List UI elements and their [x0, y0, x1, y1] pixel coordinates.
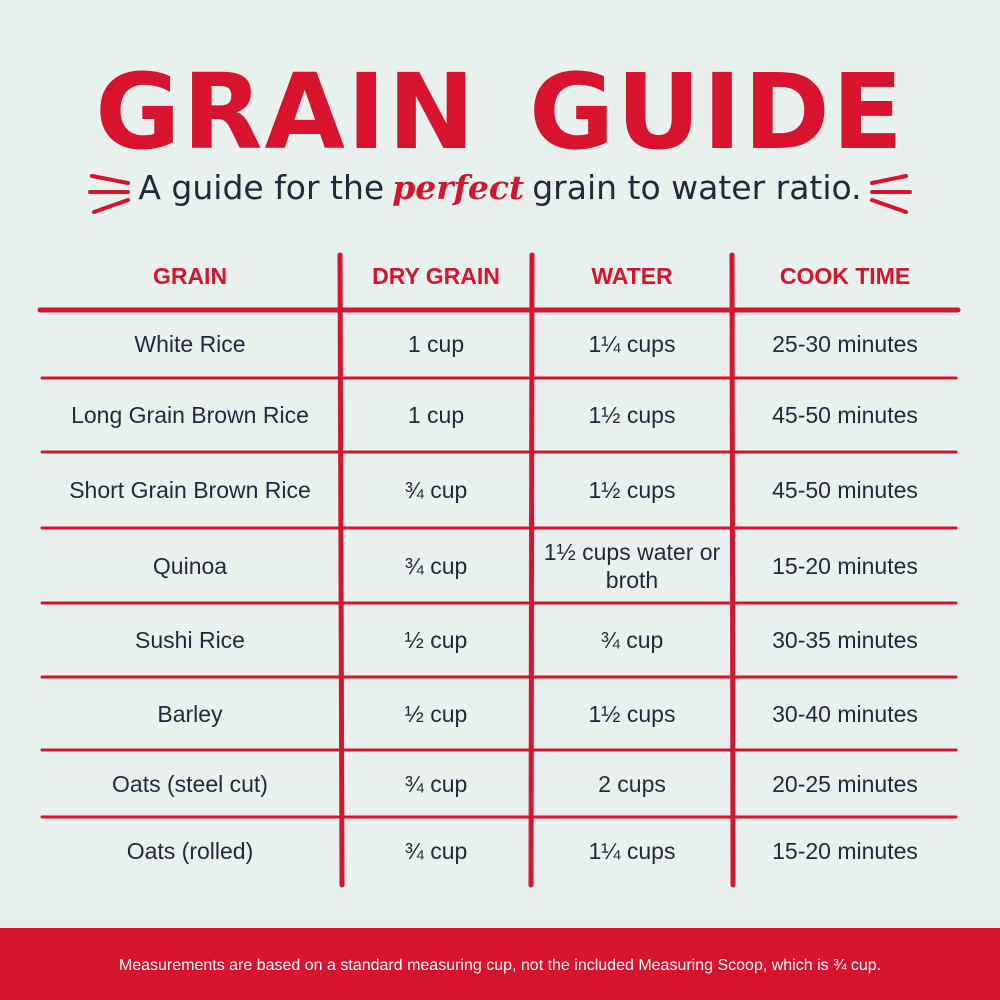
table-cell: Short Grain Brown Rice [69, 477, 311, 503]
table-cell: 30-35 minutes [772, 627, 918, 653]
table-cell: ¾ cup [404, 477, 468, 503]
table-cell: 1¼ cups [588, 331, 676, 357]
table-cell: Sushi Rice [135, 627, 245, 653]
table-cell: ¾ cup [600, 627, 664, 653]
table-cell: 1½ cups [588, 700, 676, 727]
column-header: COOK TIME [779, 263, 911, 289]
table-cell: ¾ cup [404, 552, 468, 579]
table-cell: 1½ cups [588, 402, 676, 428]
table-cell: 1½ cups [588, 477, 676, 503]
table-cell: Oats (rolled) [126, 838, 254, 864]
table-cell: 1½ cups water or broth [543, 538, 721, 593]
table-cell: ¾ cup [404, 838, 468, 864]
subtitle: A guide for the perfect grain to water rat… [0, 166, 1000, 210]
column-header: DRY GRAIN [372, 263, 500, 289]
table-cell: ¾ cup [404, 770, 468, 797]
table-cell: 20-25 minutes [772, 770, 918, 797]
table-cell: 1¼ cups [588, 838, 676, 864]
table-cell: 45-50 minutes [772, 477, 918, 503]
subtitle-text: grain to water ratio. [532, 168, 862, 207]
table-cell: 15-20 minutes [772, 552, 918, 579]
table-cell: 15-20 minutes [772, 838, 918, 864]
table-cell: ½ cup [404, 627, 468, 653]
subtitle-emphasis: perfect [392, 168, 525, 207]
table-cell: Oats (steel cut) [112, 770, 268, 797]
table-cell: Long Grain Brown Rice [71, 402, 309, 428]
title: GRAIN GUIDE [95, 51, 905, 173]
table-cell: 1 cup [407, 331, 465, 357]
footer: Measurements are based on a standard mea… [0, 928, 1000, 1000]
column-header: GRAIN [152, 263, 228, 289]
column-header: WATER [591, 263, 673, 289]
subtitle-text: A guide for the [138, 168, 385, 207]
table-cell: 1 cup [407, 402, 465, 428]
table-cell: 25-30 minutes [772, 331, 918, 357]
table-cell: Barley [157, 700, 223, 727]
table-cell: 2 cups [598, 770, 666, 797]
footer-note: Measurements are based on a standard mea… [118, 957, 882, 974]
table-cell: ½ cup [404, 700, 468, 727]
table-cell: Quinoa [152, 552, 228, 579]
table-cell: 30-40 minutes [772, 700, 918, 727]
table-cell: White Rice [134, 331, 246, 357]
table-cell: 45-50 minutes [772, 402, 918, 428]
